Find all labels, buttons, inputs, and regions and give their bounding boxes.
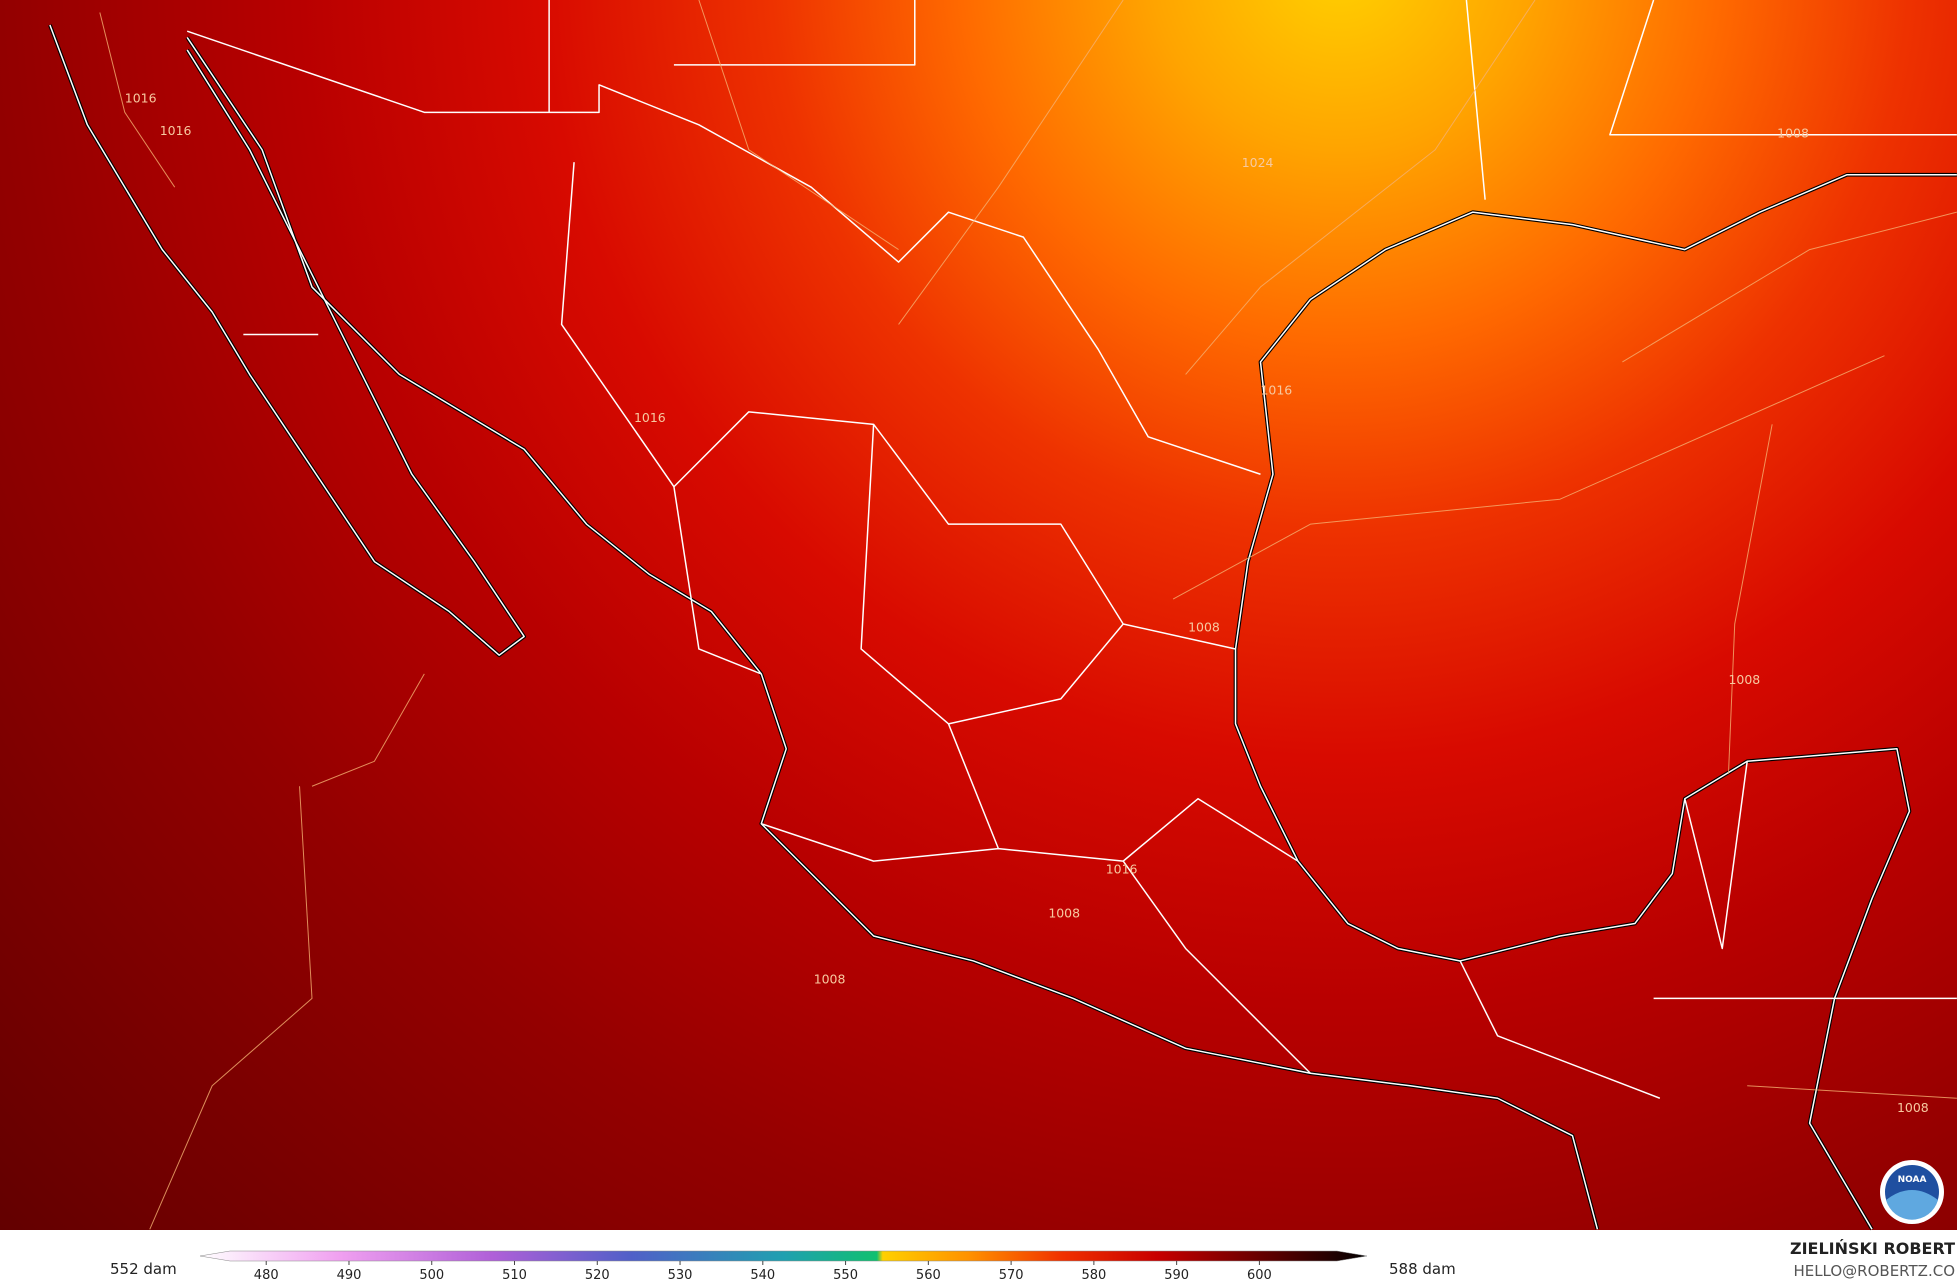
colorbar-tick-label: 480 — [254, 1268, 279, 1283]
colorbar-tick-label: 500 — [419, 1268, 444, 1283]
colorbar-tick-label: 490 — [337, 1268, 362, 1283]
geography: 1016 1016 1024 1008 1016 1016 1008 1008 … — [48, 0, 1957, 1231]
contour-label: 1008 — [1728, 672, 1760, 687]
noaa-logo: NOAA — [1880, 1160, 1944, 1224]
colorbar-tick-label: 520 — [585, 1268, 610, 1283]
contour-label: 1016 — [125, 90, 157, 105]
contour-label: 1008 — [1048, 905, 1080, 920]
colorbar-tick-label: 570 — [999, 1268, 1024, 1283]
colorbar-tick-label: 600 — [1247, 1268, 1272, 1283]
colorbar-tick-label: 560 — [916, 1268, 941, 1283]
contour-label: 1008 — [1777, 125, 1809, 140]
author-email: HELLO@ROBERTZ.CO — [1793, 1262, 1955, 1280]
logo-text: NOAA — [1898, 1175, 1927, 1185]
contour-label: 1024 — [1242, 155, 1274, 170]
colorbar-max-label: 588 dam — [1389, 1260, 1456, 1278]
height-field — [0, 0, 1957, 1230]
contour-label: 1016 — [1106, 862, 1138, 877]
contour-label: 1008 — [814, 971, 846, 986]
colorbar: 480 490 500 510 520 530 540 550 560 570 580 590 600 — [199, 1250, 1368, 1283]
colorbar-tick-label: 550 — [833, 1268, 858, 1283]
contour-label: 1016 — [160, 123, 192, 138]
colorbar-ramp — [199, 1250, 1368, 1262]
colorbar-tick-label: 590 — [1164, 1268, 1189, 1283]
colorbar-tick-label: 530 — [668, 1268, 693, 1283]
author-name: ZIELIŃSKI ROBERT — [1790, 1239, 1955, 1258]
colorbar-tick-label: 510 — [502, 1268, 527, 1283]
contour-label: 1016 — [634, 410, 666, 425]
colorbar-tick-label: 580 — [1081, 1268, 1106, 1283]
contour-label: 1008 — [1897, 1100, 1929, 1115]
colorbar-min-label: 552 dam — [110, 1260, 177, 1278]
colorbar-tick-label: 540 — [750, 1268, 775, 1283]
contour-label: 1008 — [1188, 619, 1220, 634]
contour-label: 1016 — [1260, 382, 1292, 397]
